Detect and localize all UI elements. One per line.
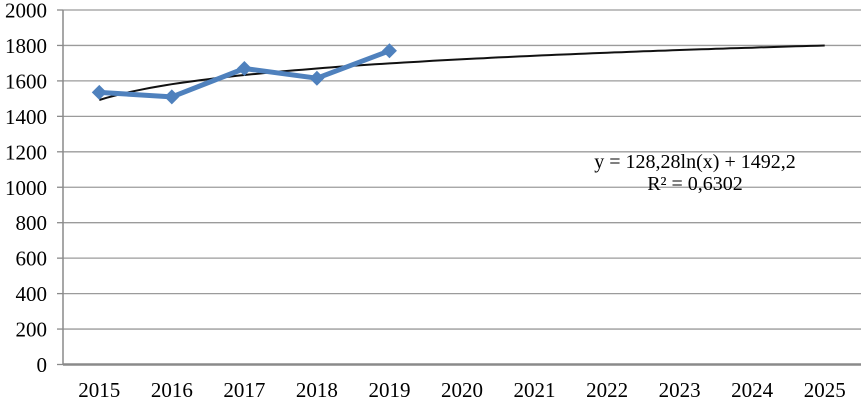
x-tick-label: 2019 [368, 378, 410, 402]
series-marker-diamond [381, 43, 397, 59]
log-trendline [99, 44, 825, 101]
y-tick-label: 2000 [5, 0, 47, 23]
x-tick-label: 2022 [586, 378, 628, 402]
series-marker-diamond [309, 70, 325, 86]
y-tick-label: 1800 [5, 34, 47, 58]
x-tick-label: 2017 [223, 378, 265, 402]
x-tick-label: 2025 [804, 378, 846, 402]
series-marker-diamond [164, 89, 180, 105]
y-tick-label: 0 [37, 353, 48, 377]
series-marker-diamond [91, 84, 107, 100]
trendline-equation: y = 128,28ln(x) + 1492,2 [594, 151, 796, 173]
x-tick-label: 2020 [441, 378, 483, 402]
x-tick-label: 2021 [514, 378, 556, 402]
y-tick-label: 1600 [5, 69, 47, 93]
x-tick-label: 2023 [659, 378, 701, 402]
x-tick-label: 2024 [731, 378, 774, 402]
y-tick-label: 1400 [5, 105, 47, 129]
x-tick-label: 2018 [296, 378, 338, 402]
y-tick-label: 400 [16, 282, 48, 306]
y-tick-label: 800 [16, 211, 48, 235]
y-tick-label: 1000 [5, 176, 47, 200]
y-tick-label: 600 [16, 247, 48, 271]
y-tick-label: 1200 [5, 140, 47, 164]
trendline-annotation: y = 128,28ln(x) + 1492,2 R² = 0,6302 [545, 151, 845, 195]
x-tick-label: 2016 [151, 378, 193, 402]
y-tick-label: 200 [16, 318, 48, 342]
series-marker-diamond [236, 60, 252, 76]
x-tick-label: 2015 [78, 378, 120, 402]
trendline-r-squared: R² = 0,6302 [647, 173, 743, 195]
